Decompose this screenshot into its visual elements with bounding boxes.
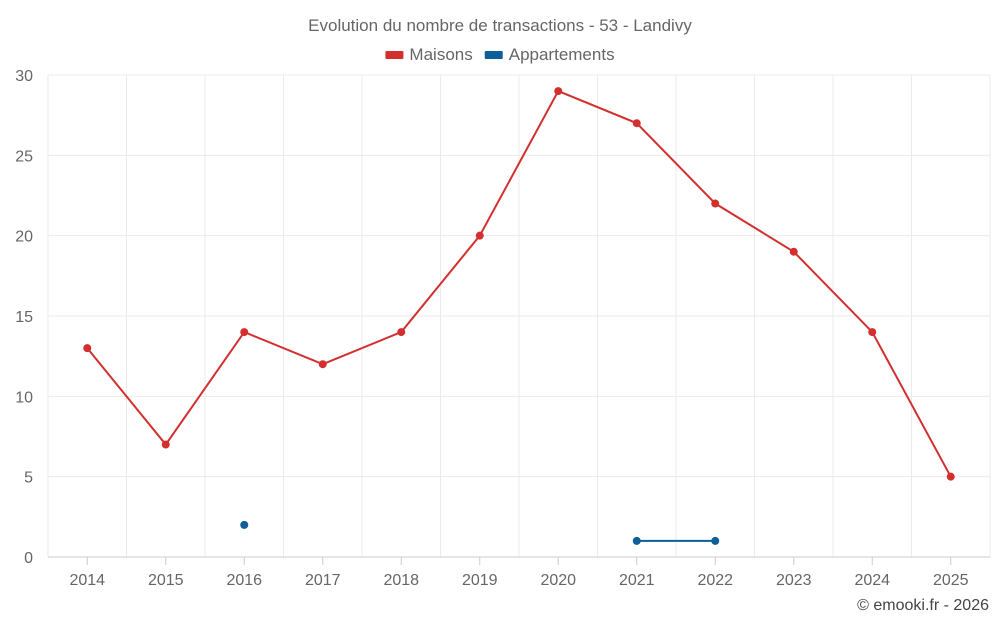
legend-label: Appartements [509, 45, 615, 64]
data-point[interactable] [240, 520, 249, 529]
data-point[interactable] [318, 360, 327, 369]
legend-item-appartements[interactable]: Appartements [484, 45, 615, 64]
data-point[interactable] [240, 328, 249, 337]
data-point[interactable] [397, 328, 406, 337]
x-tick-label: 2023 [776, 572, 812, 589]
data-point[interactable] [711, 536, 720, 545]
y-tick-label: 15 [15, 309, 33, 326]
y-tick-label: 0 [24, 550, 33, 567]
data-point[interactable] [632, 119, 641, 128]
x-axis-ticks: 2014 2015 2016 2017 2018 2019 2020 2021 2022 2023… [69, 557, 969, 589]
y-tick-label: 30 [15, 68, 33, 85]
y-tick-label: 20 [15, 229, 33, 246]
x-tick-label: 2018 [383, 572, 419, 589]
series-layer [83, 87, 955, 545]
x-tick-label: 2015 [148, 572, 184, 589]
y-tick-label: 5 [24, 470, 33, 487]
legend: Maisons Appartements [385, 45, 615, 64]
data-point[interactable] [868, 328, 877, 337]
chart-title: Evolution du nombre de transactions - 53… [308, 16, 692, 35]
y-axis-ticks: 0 5 10 15 20 25 30 [15, 68, 33, 567]
data-point[interactable] [946, 472, 955, 481]
legend-swatch [385, 51, 404, 59]
data-point[interactable] [554, 87, 563, 96]
x-tick-label: 2016 [226, 572, 262, 589]
data-point[interactable] [711, 199, 720, 208]
series-maisons [83, 87, 955, 481]
series-appartements [240, 520, 720, 545]
y-tick-label: 10 [15, 389, 33, 406]
data-point[interactable] [632, 536, 641, 545]
legend-swatch [484, 51, 503, 59]
x-tick-label: 2017 [305, 572, 341, 589]
y-tick-label: 25 [15, 148, 33, 165]
x-tick-label: 2022 [697, 572, 733, 589]
data-point[interactable] [789, 247, 798, 256]
series-line [86, 89, 952, 478]
x-tick-label: 2021 [619, 572, 655, 589]
data-point[interactable] [475, 231, 484, 240]
legend-item-maisons[interactable]: Maisons [385, 45, 473, 64]
x-tick-label: 2024 [854, 572, 890, 589]
x-tick-label: 2025 [933, 572, 969, 589]
credit-text: © emooki.fr - 2026 [857, 597, 989, 614]
data-point[interactable] [161, 440, 170, 449]
legend-label: Maisons [409, 45, 472, 64]
horizontal-gridlines [48, 74, 990, 478]
x-tick-label: 2019 [462, 572, 498, 589]
x-tick-label: 2014 [69, 572, 105, 589]
x-tick-label: 2020 [540, 572, 576, 589]
data-point[interactable] [83, 344, 92, 353]
